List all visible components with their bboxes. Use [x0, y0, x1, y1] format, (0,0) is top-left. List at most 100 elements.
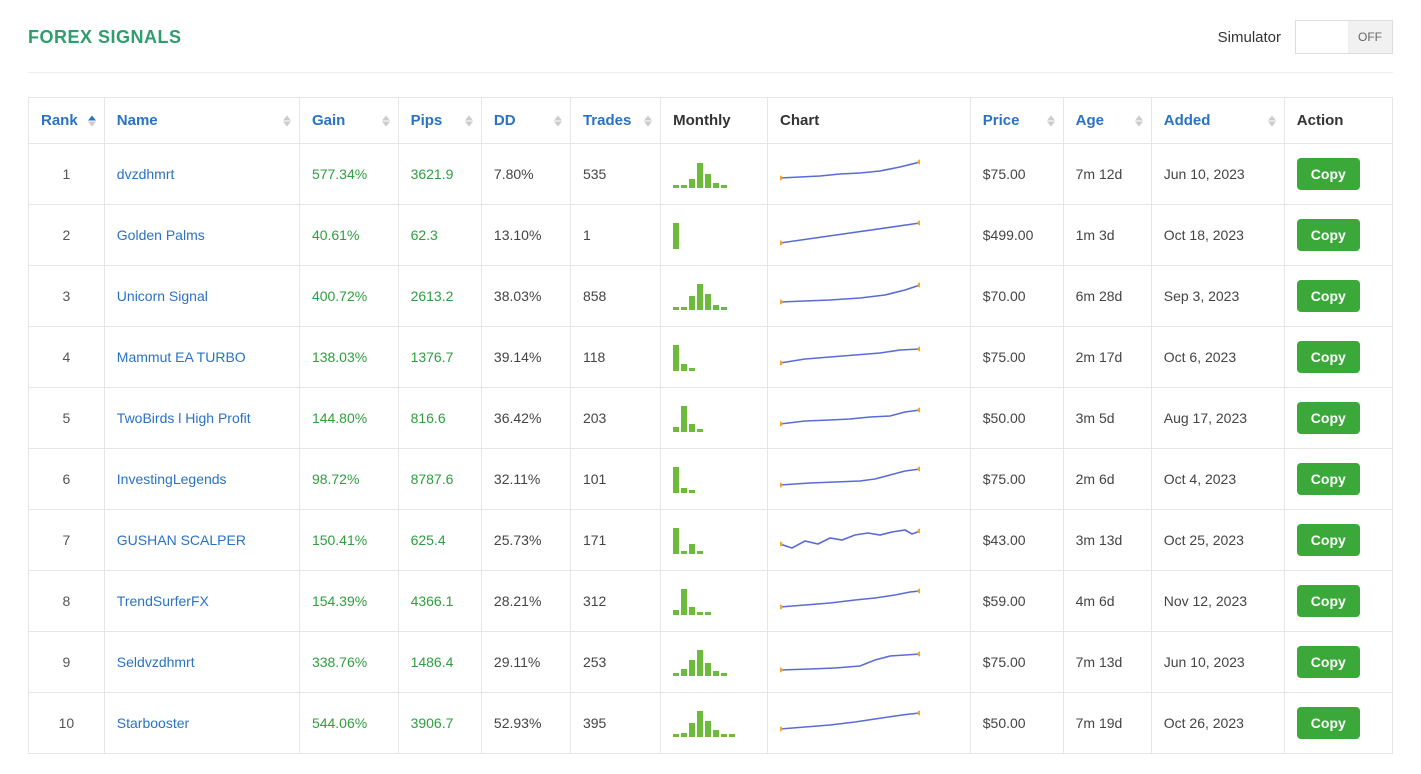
cell-age: 6m 28d	[1063, 266, 1151, 327]
cell-price: $59.00	[970, 571, 1063, 632]
signals-table: RankNameGainPipsDDTradesMonthlyChartPric…	[28, 97, 1393, 754]
bar	[689, 723, 695, 737]
col-dd[interactable]: DD	[481, 98, 570, 144]
cell-dd: 36.42%	[481, 388, 570, 449]
cell-pips: 1376.7	[398, 327, 481, 388]
signal-link[interactable]: dvzdhmrt	[117, 166, 175, 182]
bar	[689, 424, 695, 432]
cell-pips: 3621.9	[398, 144, 481, 205]
table-row: 3Unicorn Signal400.72%2613.238.03%858$70…	[29, 266, 1393, 327]
bar	[673, 734, 679, 737]
cell-action: Copy	[1284, 632, 1392, 693]
col-age[interactable]: Age	[1063, 98, 1151, 144]
col-added[interactable]: Added	[1151, 98, 1284, 144]
col-monthly: Monthly	[661, 98, 768, 144]
cell-price: $50.00	[970, 693, 1063, 754]
cell-rank: 4	[29, 327, 105, 388]
col-trades[interactable]: Trades	[570, 98, 660, 144]
cell-name: dvzdhmrt	[104, 144, 299, 205]
sort-icon	[644, 115, 652, 126]
cell-pips: 1486.4	[398, 632, 481, 693]
sparkline-chart	[780, 220, 920, 248]
cell-monthly	[661, 144, 768, 205]
signal-link[interactable]: Mammut EA TURBO	[117, 349, 246, 365]
table-row: 2Golden Palms40.61%62.313.10%1$499.001m …	[29, 205, 1393, 266]
copy-button[interactable]: Copy	[1297, 219, 1360, 251]
copy-button[interactable]: Copy	[1297, 646, 1360, 678]
cell-price: $50.00	[970, 388, 1063, 449]
monthly-sparkbars	[673, 404, 755, 432]
signal-link[interactable]: TwoBirds l High Profit	[117, 410, 251, 426]
bar	[705, 294, 711, 310]
signal-link[interactable]: TrendSurferFX	[117, 593, 209, 609]
signal-link[interactable]: Unicorn Signal	[117, 288, 208, 304]
cell-rank: 2	[29, 205, 105, 266]
cell-pips: 8787.6	[398, 449, 481, 510]
cell-trades: 858	[570, 266, 660, 327]
cell-chart	[768, 632, 971, 693]
cell-action: Copy	[1284, 327, 1392, 388]
signal-link[interactable]: GUSHAN SCALPER	[117, 532, 246, 548]
sort-icon	[465, 115, 473, 126]
copy-button[interactable]: Copy	[1297, 280, 1360, 312]
signal-link[interactable]: InvestingLegends	[117, 471, 227, 487]
table-body: 1dvzdhmrt577.34%3621.97.80%535$75.007m 1…	[29, 144, 1393, 754]
cell-chart	[768, 144, 971, 205]
col-price[interactable]: Price	[970, 98, 1063, 144]
bar	[689, 490, 695, 493]
cell-action: Copy	[1284, 266, 1392, 327]
cell-monthly	[661, 632, 768, 693]
bar	[681, 406, 687, 432]
simulator-control: Simulator OFF	[1218, 20, 1393, 54]
cell-rank: 1	[29, 144, 105, 205]
cell-monthly	[661, 388, 768, 449]
col-added-label: Added	[1164, 112, 1211, 129]
col-name[interactable]: Name	[104, 98, 299, 144]
table-row: 9Seldvzdhmrt338.76%1486.429.11%253$75.00…	[29, 632, 1393, 693]
copy-button[interactable]: Copy	[1297, 463, 1360, 495]
bar	[705, 174, 711, 188]
bar	[689, 544, 695, 554]
bar	[681, 733, 687, 737]
bar	[681, 307, 687, 310]
signal-link[interactable]: Golden Palms	[117, 227, 205, 243]
cell-chart	[768, 327, 971, 388]
cell-name: TwoBirds l High Profit	[104, 388, 299, 449]
col-pips[interactable]: Pips	[398, 98, 481, 144]
copy-button[interactable]: Copy	[1297, 524, 1360, 556]
table-row: 7GUSHAN SCALPER150.41%625.425.73%171$43.…	[29, 510, 1393, 571]
bar	[697, 284, 703, 310]
copy-button[interactable]: Copy	[1297, 402, 1360, 434]
cell-price: $70.00	[970, 266, 1063, 327]
cell-added: Nov 12, 2023	[1151, 571, 1284, 632]
copy-button[interactable]: Copy	[1297, 158, 1360, 190]
cell-name: GUSHAN SCALPER	[104, 510, 299, 571]
col-rank[interactable]: Rank	[29, 98, 105, 144]
bar	[713, 183, 719, 188]
monthly-sparkbars	[673, 587, 755, 615]
monthly-sparkbars	[673, 221, 755, 249]
bar	[673, 307, 679, 310]
cell-action: Copy	[1284, 388, 1392, 449]
cell-pips: 3906.7	[398, 693, 481, 754]
monthly-sparkbars	[673, 282, 755, 310]
col-gain[interactable]: Gain	[299, 98, 398, 144]
bar	[681, 589, 687, 615]
signal-link[interactable]: Starbooster	[117, 715, 189, 731]
cell-action: Copy	[1284, 144, 1392, 205]
copy-button[interactable]: Copy	[1297, 707, 1360, 739]
cell-rank: 3	[29, 266, 105, 327]
cell-action: Copy	[1284, 449, 1392, 510]
col-pips-label: Pips	[411, 112, 443, 129]
signal-link[interactable]: Seldvzdhmrt	[117, 654, 195, 670]
cell-dd: 32.11%	[481, 449, 570, 510]
copy-button[interactable]: Copy	[1297, 585, 1360, 617]
bar	[681, 488, 687, 493]
table-row: 10Starbooster544.06%3906.752.93%395$50.0…	[29, 693, 1393, 754]
copy-button[interactable]: Copy	[1297, 341, 1360, 373]
page-title: FOREX SIGNALS	[28, 27, 182, 48]
col-rank-label: Rank	[41, 112, 78, 129]
simulator-toggle[interactable]: OFF	[1295, 20, 1393, 54]
bar	[689, 660, 695, 676]
cell-chart	[768, 510, 971, 571]
